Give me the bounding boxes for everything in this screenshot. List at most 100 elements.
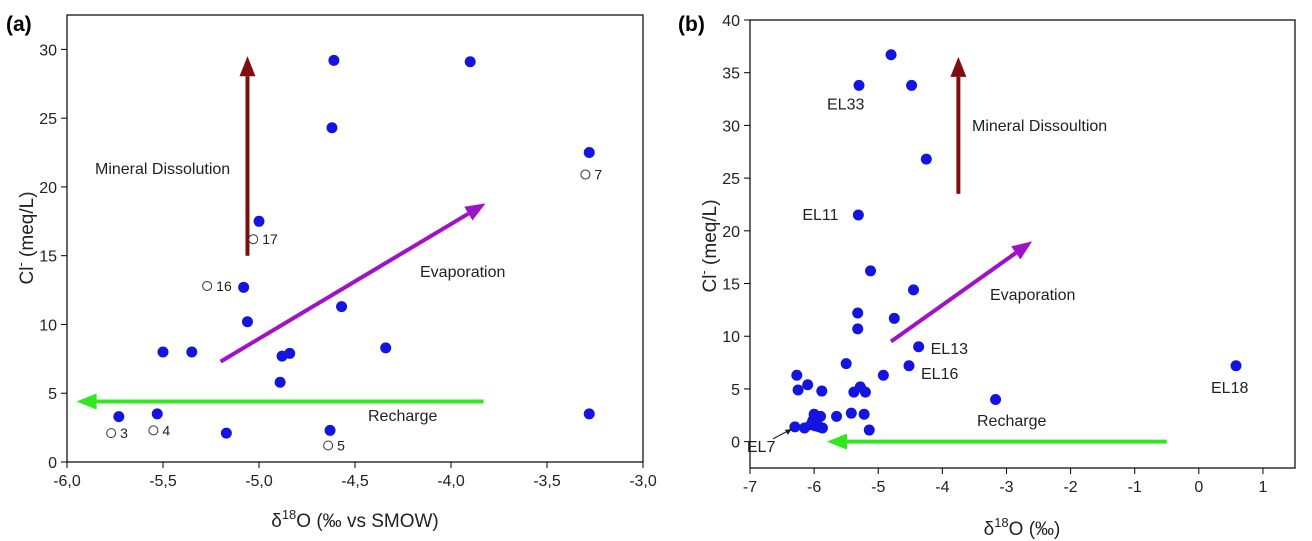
panel-a-y-tick-label: 30 [39, 42, 57, 59]
panel-a-data-point [220, 427, 232, 439]
panel-b-data-point [816, 422, 828, 434]
panel-b-point-label: EL11 [802, 207, 838, 224]
panel-a-data-point [336, 301, 348, 313]
panel-b-data-point [845, 407, 857, 419]
panel-a-x-tick-label: -6,0 [53, 473, 81, 490]
panel-a-evaporation-arrow [219, 211, 470, 364]
panel-a-point-label: 4 [162, 422, 170, 438]
panel-b-x-tick-label: -6 [807, 479, 821, 496]
panel-a-x-tick-label: -3,0 [629, 473, 657, 490]
panel-a-open-point [248, 234, 259, 245]
panel-a-point-label: 3 [120, 425, 128, 441]
panel-a-open-point [106, 428, 117, 439]
panel-a-mineral-dissolution-label: Mineral Dissolution [95, 161, 230, 178]
panel-a-x-tick-label: -5,5 [149, 473, 177, 490]
panel-a-data-point [186, 346, 198, 358]
panel-a-point-label: 7 [594, 167, 602, 183]
panel-b-point-label: EL16 [921, 366, 958, 383]
panel-a-data-point [253, 215, 265, 227]
panel-a-point-label: 16 [216, 278, 232, 294]
panel-b-x-ticks: -7 -6 -5 -4 -3 -2 -1 0 1 [743, 468, 1267, 496]
panel-a-y-tick-label: 20 [39, 180, 57, 197]
panel-b-y-tick-label: 35 [722, 66, 740, 83]
panel-a-data-point [274, 376, 286, 388]
panel-a-mineral-dissolution-arrowhead [239, 56, 256, 77]
panel-b-x-tick-label: -2 [1063, 479, 1077, 496]
panel-a-open-point [323, 440, 334, 451]
panel-b-data-point [831, 410, 843, 422]
panel-a: (a) -6,0 -5,5 -5,0 -4,5 -4,0 -3,5 -3,0 0 5 10 15 2… [6, 13, 657, 532]
panel-b-el7-leader-head [784, 428, 792, 435]
panel-b-x-tick-label: -7 [743, 479, 757, 496]
panel-a-data-point [151, 408, 163, 420]
panel-a-y-ticks: 0 5 10 15 20 25 30 [39, 42, 67, 472]
panel-b-data-point [877, 369, 889, 381]
panel-a-points: 3 4 16 17 5 7 [106, 54, 602, 453]
panel-a-point-label: 17 [262, 231, 278, 247]
panel-a-data-point [238, 281, 250, 293]
panel-b-points [789, 49, 1242, 436]
panel-b-x-tick-label: 1 [1258, 479, 1267, 496]
panel-a-y-axis-label: Cl- (meq/L) [13, 191, 38, 284]
panel-a-open-point [148, 425, 159, 436]
panel-b-data-point [852, 307, 864, 319]
panel-a-frame [66, 14, 644, 463]
panel-a-data-point [583, 408, 595, 420]
panel-b-data-point [906, 79, 918, 91]
panel-a-data-point [324, 424, 336, 436]
panel-b-x-tick-label: -4 [935, 479, 949, 496]
panel-b-y-tick-label: 40 [722, 13, 740, 30]
panel-b-data-point [863, 424, 875, 436]
panel-b-data-point [815, 410, 827, 422]
panel-b-data-point [888, 312, 900, 324]
panel-a-data-point [328, 54, 340, 66]
panel-b-data-point [802, 379, 814, 391]
panel-b-y-axis-label: Cl- (meq/L) [696, 199, 721, 292]
panel-b-y-tick-label: 0 [731, 435, 740, 452]
panel-b-x-tick-label: -1 [1128, 479, 1142, 496]
panel-b-data-point [816, 385, 828, 397]
panel-a-point-label: 5 [337, 437, 345, 453]
panel-a-open-point [202, 280, 213, 291]
panel-b-label: (b) [678, 13, 705, 36]
panel-b-recharge-arrowhead [826, 433, 847, 450]
panel-b-y-tick-label: 10 [722, 329, 740, 346]
panel-b-y-tick-label: 30 [722, 118, 740, 135]
panel-a-recharge-label: Recharge [368, 408, 437, 425]
panel-a-x-ticks: -6,0 -5,5 -5,0 -4,5 -4,0 -3,5 -3,0 [53, 462, 657, 490]
panel-a-x-tick-label: -4,5 [341, 473, 369, 490]
panel-b-data-point [858, 408, 870, 420]
panel-b-mineral-dissolution-arrowhead [950, 56, 967, 77]
panel-b: (b) -7 -6 -5 -4 -3 -2 -1 0 1 0 5 10 15 20 25 30 35 40 EL… [678, 13, 1296, 540]
panel-a-x-tick-label: -5,0 [245, 473, 273, 490]
panel-a-y-tick-label: 10 [39, 317, 57, 334]
panel-b-x-tick-label: 0 [1194, 479, 1203, 496]
panel-a-data-point [284, 347, 296, 359]
panel-b-y-tick-label: 15 [722, 277, 740, 294]
panel-b-data-point [1230, 360, 1242, 372]
panel-a-x-axis-label: δ18O (‰ vs SMOW) [271, 507, 439, 532]
panel-a-data-point [113, 411, 125, 423]
panel-a-data-point [464, 56, 476, 68]
panel-b-data-point [885, 49, 897, 61]
panel-b-data-point [903, 360, 915, 372]
panel-a-data-point [157, 346, 169, 358]
panel-a-x-tick-label: -4,0 [437, 473, 465, 490]
panel-a-y-tick-label: 5 [48, 386, 57, 403]
panel-a-evaporation-arrowhead [464, 203, 486, 221]
panel-b-evaporation-arrowhead [1011, 241, 1033, 260]
panel-a-x-tick-label: -3,5 [533, 473, 561, 490]
panel-b-data-point [852, 323, 864, 335]
panel-b-data-point [840, 358, 852, 370]
panel-a-y-tick-label: 0 [48, 455, 57, 472]
panel-a-evaporation-label: Evaporation [420, 264, 505, 281]
panel-b-y-tick-label: 5 [731, 382, 740, 399]
panel-b-evaporation-label: Evaporation [990, 287, 1075, 304]
panel-b-data-point [791, 369, 803, 381]
panel-b-point-labels: EL33 EL11 EL13 EL16 EL18 EL7 [747, 96, 1249, 456]
panel-a-open-point [580, 169, 591, 180]
panel-a-data-point [583, 147, 595, 159]
panel-a-y-tick-label: 25 [39, 111, 57, 128]
panel-b-data-point [853, 79, 865, 91]
